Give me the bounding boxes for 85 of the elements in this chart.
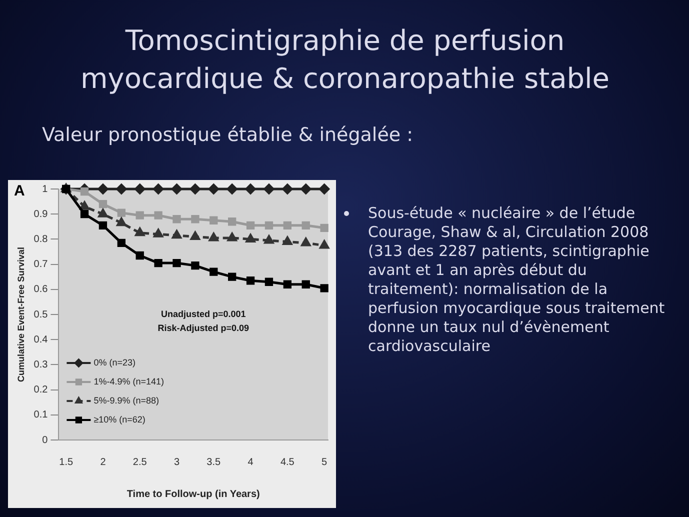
point	[264, 184, 274, 194]
y-axis-title: Cumulative Event-Free Survival	[16, 246, 26, 382]
point	[98, 184, 108, 194]
point	[228, 218, 236, 226]
point	[116, 218, 126, 226]
point	[208, 184, 219, 194]
y-tick-label: 0.6	[34, 284, 48, 296]
legend-label: ≥10% (n=62)	[94, 414, 146, 424]
point	[80, 187, 89, 196]
point	[283, 280, 292, 288]
point	[320, 224, 328, 232]
point	[246, 276, 255, 285]
y-tick-label: 0	[42, 434, 48, 446]
point	[116, 184, 127, 194]
point	[154, 211, 162, 220]
point	[98, 200, 108, 208]
point	[191, 261, 200, 270]
point	[210, 216, 218, 224]
point	[319, 184, 330, 194]
point	[80, 201, 90, 210]
point	[302, 221, 310, 230]
point	[302, 280, 310, 288]
point	[98, 208, 108, 218]
x-tick-label: 5	[322, 456, 328, 468]
point	[208, 232, 218, 242]
point	[80, 210, 89, 218]
y-tick-label: 0.8	[34, 234, 48, 245]
y-tick-label: 0.1	[34, 410, 48, 421]
point	[172, 215, 181, 224]
point	[282, 184, 293, 194]
y-tick-label: 1	[42, 184, 48, 195]
x-tick-label: 4	[248, 456, 254, 468]
point	[135, 228, 145, 236]
text: A	[14, 182, 25, 200]
chart-title: Tomoscintigraphie de perfusion myocardique & coronaropathie stable	[79, 23, 611, 97]
x-tick-label: 4.5	[280, 456, 295, 468]
point	[191, 215, 200, 224]
point	[136, 211, 144, 220]
x-tick-label: 3	[174, 456, 180, 468]
text: Sous-étude « nucléaire » de l’étude Courage, Shaw & al, Circulation 2008 (313 des 2287 patients, scintigraphie avant et 1 an après début du traitement): normalisation de la perfusion myocardique sous traitement donne un taux nul d’évènement cardiovasculaire	[368, 204, 666, 356]
point	[264, 235, 274, 244]
legend-label: 1%-4.9% (n=141)	[94, 376, 164, 386]
point	[172, 184, 182, 194]
point	[246, 221, 255, 230]
point	[226, 184, 238, 194]
y-tick-label: 0.5	[34, 309, 48, 320]
y-tick-label: 0.4	[34, 334, 48, 346]
point	[227, 232, 237, 242]
point	[117, 208, 126, 217]
point	[136, 251, 144, 260]
annotation: Unadjusted p=0.001	[160, 308, 246, 319]
point	[98, 221, 108, 230]
point	[154, 258, 162, 268]
point	[282, 236, 292, 245]
y-tick-label: 0.9	[34, 208, 48, 220]
x-tick-label: 1.5	[59, 456, 74, 468]
point	[283, 221, 292, 230]
point	[210, 268, 218, 276]
point	[172, 258, 181, 268]
point	[245, 184, 256, 194]
point	[300, 184, 312, 194]
x-axis-title: Time to Follow-up (in Years)	[126, 488, 260, 500]
point	[154, 228, 164, 238]
point	[264, 221, 274, 230]
y-tick-label: 0.7	[34, 259, 48, 270]
annotation: Risk-Adjusted p=0.09	[158, 322, 249, 333]
y-tick-label: 0.2	[34, 384, 48, 396]
x-tick-label: 3.5	[206, 456, 222, 468]
point	[117, 238, 126, 248]
x-tick-label: 2	[100, 456, 106, 468]
point	[320, 284, 328, 292]
point	[320, 240, 330, 249]
point	[190, 184, 200, 194]
point	[264, 278, 274, 286]
point	[228, 272, 236, 281]
point	[190, 231, 200, 240]
y-tick-label: 0.3	[34, 359, 48, 370]
point	[246, 234, 256, 242]
chart-subtitle: Valeur pronostique établie & inégalée :	[42, 124, 414, 146]
x-tick-label: 2.5	[132, 456, 148, 468]
legend-label: 5%-9.9% (n=88)	[94, 395, 159, 406]
point	[301, 238, 311, 246]
point	[134, 184, 146, 194]
legend-label: 0% (n=23)	[94, 357, 136, 368]
point	[153, 184, 164, 194]
